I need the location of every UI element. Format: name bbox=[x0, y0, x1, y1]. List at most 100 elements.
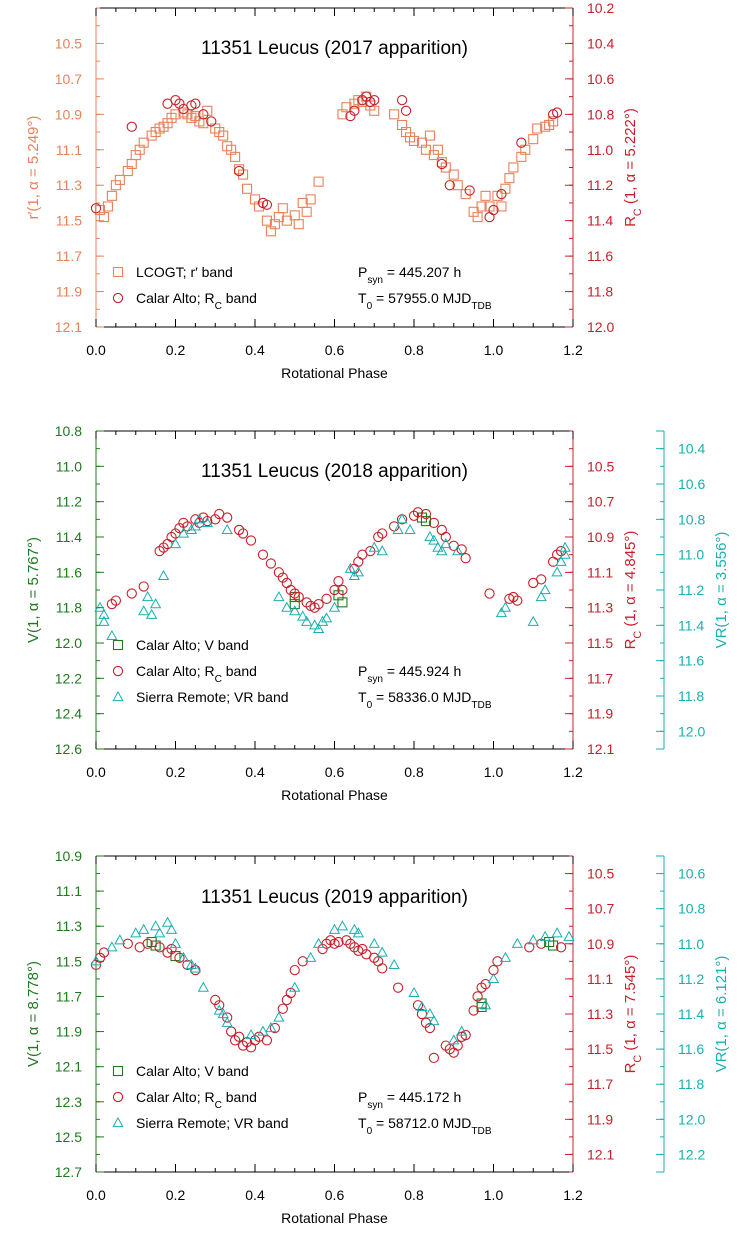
data-point bbox=[333, 576, 344, 587]
y-tick-label: 11.6 bbox=[678, 653, 704, 669]
data-point bbox=[548, 940, 559, 951]
data-point bbox=[528, 134, 539, 145]
data-point bbox=[440, 531, 451, 543]
x-axis: 0.0 0.2 0.4 0.6 0.8 1.0 1.2 Rotational Phase bbox=[86, 431, 583, 803]
data-point bbox=[265, 1022, 277, 1033]
data-point bbox=[257, 1025, 269, 1036]
data-point bbox=[301, 615, 313, 626]
y-tick-label: 11.7 bbox=[56, 248, 82, 264]
data-point bbox=[198, 109, 209, 120]
data-point bbox=[376, 946, 388, 957]
y-tick-label: 12.1 bbox=[587, 1146, 614, 1162]
x-tick-label: 0.8 bbox=[404, 1187, 424, 1203]
data-point bbox=[424, 530, 436, 542]
x-axis-label: Rotational Phase bbox=[281, 787, 388, 803]
data-point bbox=[504, 173, 515, 184]
data-point bbox=[329, 584, 340, 596]
data-point bbox=[221, 1016, 233, 1027]
data-point bbox=[185, 523, 198, 535]
data-point bbox=[555, 942, 567, 953]
x-tick-label: 0.4 bbox=[245, 764, 265, 780]
data-point bbox=[420, 508, 432, 520]
y-tick-label: 11.8 bbox=[587, 284, 613, 300]
data-point bbox=[190, 964, 201, 976]
x-axis-label: Rotational Phase bbox=[281, 365, 388, 381]
data-point bbox=[516, 137, 527, 148]
legend-label: Calar Alto; RC band bbox=[136, 663, 257, 685]
data-point bbox=[304, 951, 317, 962]
data-point bbox=[261, 215, 272, 226]
data-point bbox=[420, 516, 431, 527]
data-point bbox=[170, 109, 181, 120]
x-tick-label: 0.2 bbox=[166, 764, 186, 780]
data-point bbox=[551, 107, 563, 118]
chart-title: 11351 Leucus (2017 apparition) bbox=[201, 38, 468, 59]
data-point bbox=[98, 608, 110, 619]
data-point bbox=[281, 215, 292, 226]
data-point bbox=[420, 144, 431, 155]
x-tick-label: 0.4 bbox=[245, 342, 265, 358]
legend-label: Calar Alto; RC band bbox=[136, 1089, 257, 1111]
data-point bbox=[110, 595, 122, 606]
x-axis: 0.0 0.2 0.4 0.6 0.8 1.0 1.2 Rotational Phase bbox=[86, 8, 583, 381]
y-tick-label: 11.1 bbox=[587, 564, 613, 580]
series-square bbox=[289, 512, 431, 610]
data-point bbox=[508, 162, 519, 173]
data-point bbox=[377, 528, 388, 539]
data-point bbox=[289, 964, 300, 976]
legend-marker bbox=[112, 639, 124, 651]
data-point bbox=[190, 98, 201, 109]
data-point bbox=[225, 1026, 237, 1037]
y-tick-label: 12.0 bbox=[678, 723, 705, 739]
data-point bbox=[452, 545, 464, 556]
y-tick-label: 10.9 bbox=[587, 529, 614, 545]
chart-panel-2: 10.8 11.0 11.2 11.4 11.6 11.8 12.0 12.2 12.4 12.6… bbox=[25, 423, 730, 803]
series-circle bbox=[90, 91, 563, 223]
data-point bbox=[161, 916, 174, 927]
data-point bbox=[428, 1052, 440, 1064]
y-tick-label: 10.8 bbox=[678, 511, 705, 527]
y-axis-label: VR(1, α = 3.556°) bbox=[713, 532, 730, 649]
y-tick-label: 11.9 bbox=[587, 706, 613, 722]
x-axis: 0.0 0.2 0.4 0.6 0.8 1.0 1.2 Rotational Phase bbox=[86, 856, 583, 1226]
legend-label: Sierra Remote; VR band bbox=[136, 689, 289, 705]
data-point bbox=[165, 923, 178, 934]
data-point bbox=[253, 201, 265, 212]
y-tick-label: 11.5 bbox=[587, 635, 613, 651]
y-tick-label: 10.5 bbox=[55, 35, 82, 51]
data-point bbox=[460, 553, 471, 564]
data-point bbox=[440, 538, 452, 549]
data-point bbox=[277, 572, 288, 583]
data-point bbox=[344, 562, 357, 573]
data-point bbox=[480, 979, 491, 990]
data-point bbox=[389, 109, 400, 120]
info-text: T0 = 58712.0 MJDTDB bbox=[358, 1115, 492, 1137]
data-point bbox=[468, 1005, 479, 1016]
y-tick-label: 12.2 bbox=[55, 670, 82, 686]
legend-label: Calar Alto; V band bbox=[136, 1063, 249, 1079]
x-tick-label: 0.6 bbox=[325, 342, 345, 358]
data-point bbox=[98, 947, 110, 958]
data-point bbox=[536, 574, 547, 585]
y-tick-label: 11.4 bbox=[678, 1006, 704, 1022]
y-tick-label: 10.6 bbox=[678, 476, 705, 492]
data-point bbox=[479, 999, 492, 1010]
data-point bbox=[261, 1035, 273, 1046]
data-point bbox=[189, 962, 202, 973]
data-point bbox=[153, 927, 166, 938]
data-point bbox=[273, 591, 285, 602]
data-point bbox=[452, 1040, 463, 1051]
y-tick-label: 10.5 bbox=[587, 866, 614, 882]
y-axis-right2: 10.6 10.8 11.0 11.2 11.4 11.6 11.8 12.0 12.2 VR(1… bbox=[656, 855, 730, 1173]
y-axis-left: 10.9 11.1 11.3 11.5 11.7 11.9 12.1 12.3 12.5 12.7… bbox=[25, 848, 104, 1180]
data-point bbox=[337, 597, 348, 608]
data-point bbox=[230, 151, 241, 162]
data-point bbox=[285, 987, 296, 999]
y-tick-label: 11.7 bbox=[587, 670, 613, 686]
series-triangle bbox=[94, 513, 571, 641]
data-point bbox=[527, 615, 539, 626]
y-tick-label: 11.1 bbox=[56, 883, 82, 899]
y-tick-label: 12.6 bbox=[55, 741, 82, 757]
